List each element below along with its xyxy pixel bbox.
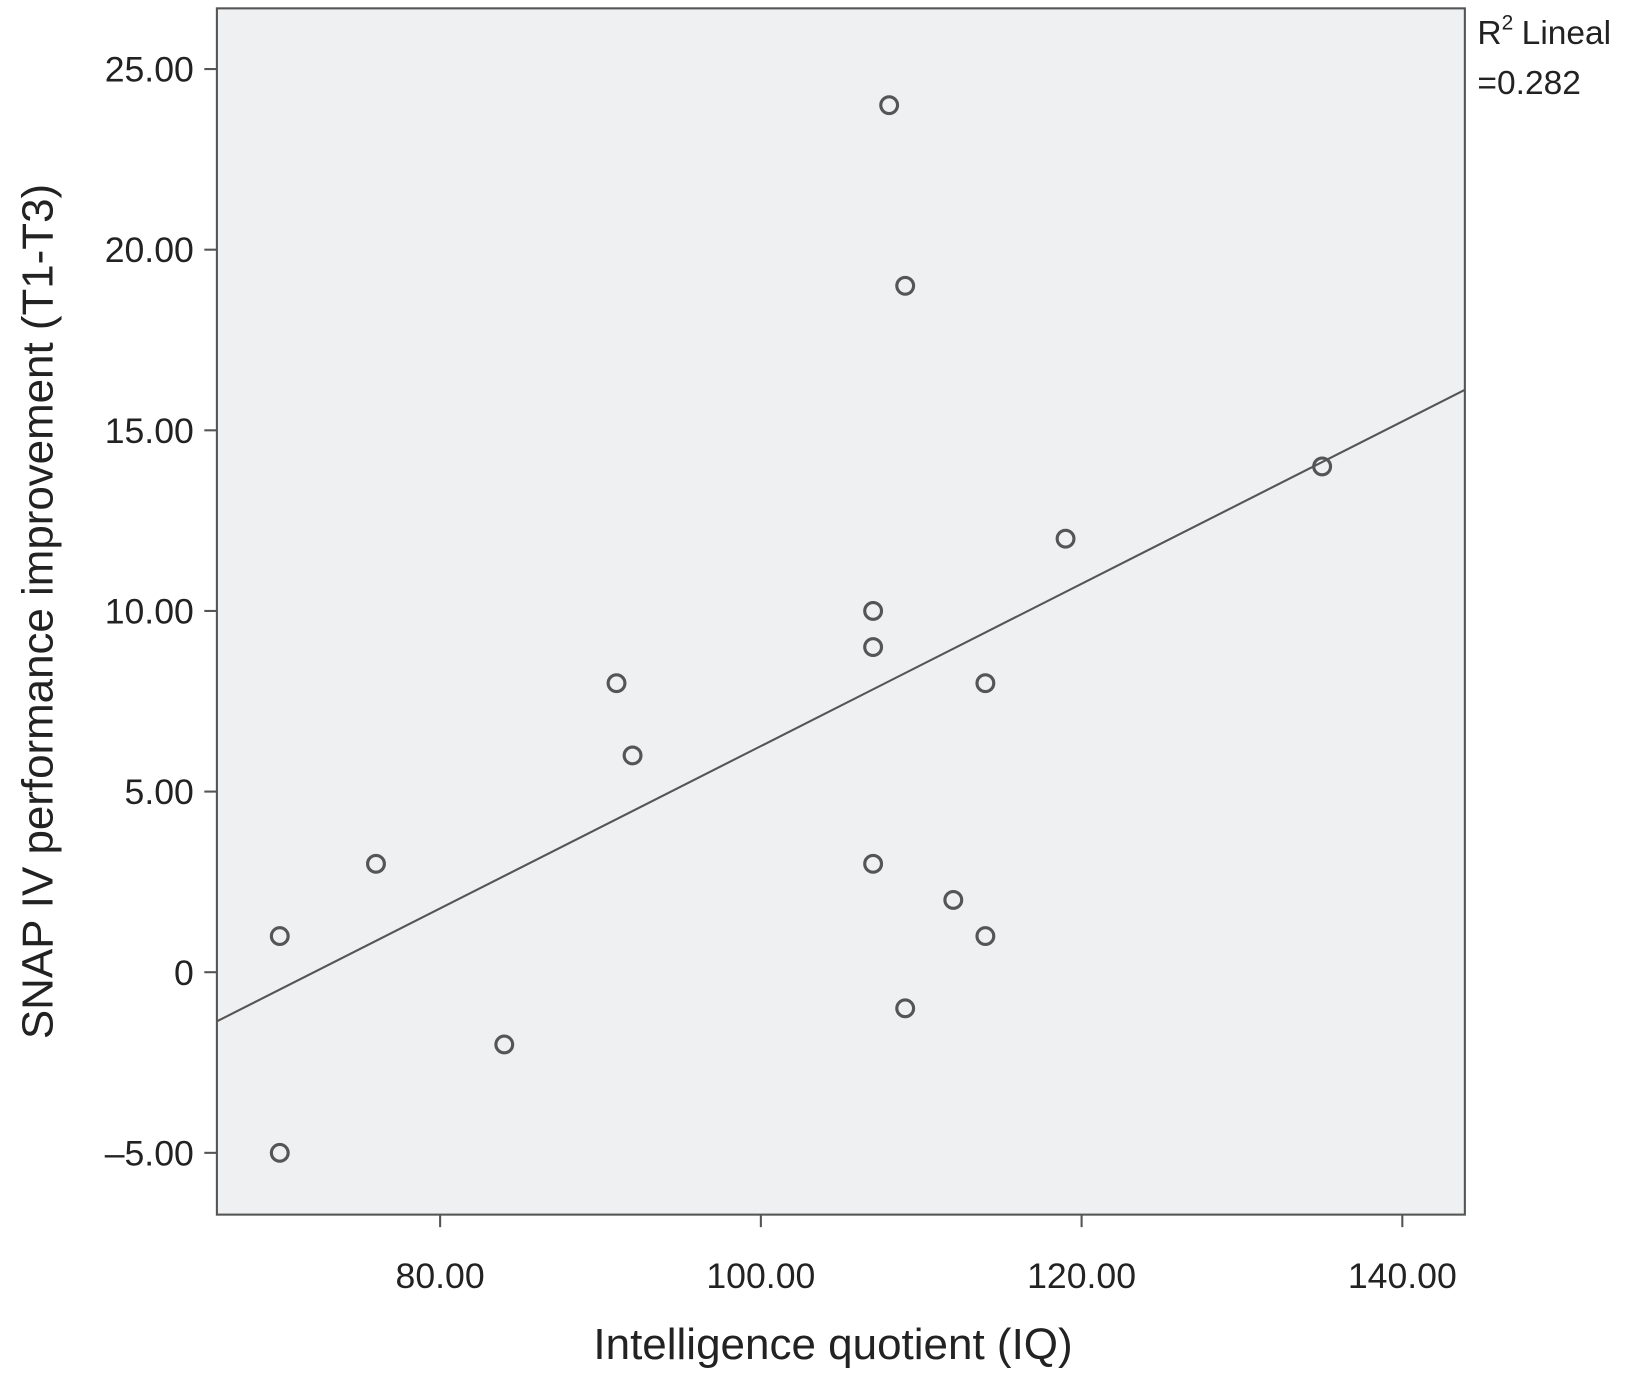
data-point — [269, 926, 290, 947]
data-point — [1055, 528, 1076, 549]
r-superscript: 2 — [1502, 11, 1514, 34]
data-point — [606, 673, 627, 694]
x-axis-title: Intelligence quotient (IQ) — [593, 1320, 1072, 1369]
data-point — [863, 853, 884, 874]
data-point — [895, 998, 916, 1019]
data-point — [879, 95, 900, 116]
y-tick-label: –5.00 — [105, 1133, 194, 1173]
r-label: R — [1477, 15, 1501, 52]
y-tick-label: 10.00 — [105, 592, 194, 632]
x-tick-label: 100.00 — [706, 1256, 815, 1296]
data-point — [1312, 456, 1333, 477]
fit-value: =0.282 — [1477, 65, 1580, 102]
data-point — [863, 637, 884, 658]
fit-line — [216, 388, 1466, 1023]
y-axis-title: SNAP IV performance improvement (T1-T3) — [13, 184, 62, 1039]
y-tick-label: 15.00 — [105, 411, 194, 451]
x-tick-label: 140.00 — [1348, 1256, 1457, 1296]
data-point — [943, 890, 964, 910]
y-tick-label: 0 — [174, 953, 194, 993]
data-point — [269, 1142, 290, 1163]
data-point — [622, 745, 643, 766]
y-tick-label: 25.00 — [105, 50, 194, 90]
x-tick-label: 80.00 — [396, 1256, 485, 1296]
data-point — [494, 1034, 515, 1055]
y-tick-label: 5.00 — [125, 772, 194, 812]
data-point — [975, 926, 996, 947]
data-point — [863, 601, 884, 621]
y-tick-label: 20.00 — [105, 230, 194, 270]
plot-area — [215, 7, 1466, 1216]
fit-method: Lineal — [1522, 15, 1611, 52]
fit-annotation: R2 Lineal — [1477, 11, 1611, 52]
data-point — [975, 673, 996, 694]
x-tick-label: 120.00 — [1027, 1256, 1136, 1296]
data-point — [895, 275, 916, 296]
data-point — [366, 853, 386, 874]
